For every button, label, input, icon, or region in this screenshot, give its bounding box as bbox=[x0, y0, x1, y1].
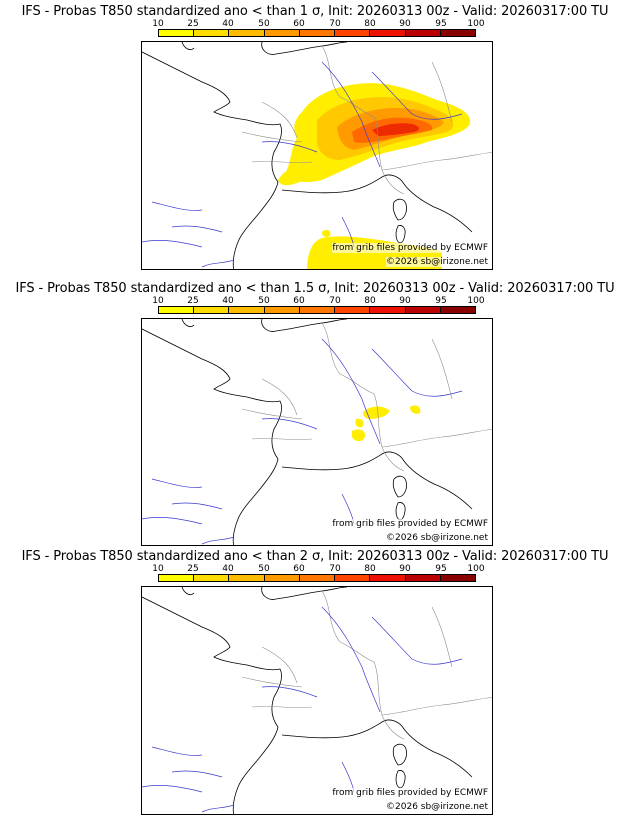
legend-tick: 50 bbox=[258, 296, 270, 306]
source-credit: from grib files provided by ECMWF bbox=[332, 788, 488, 798]
legend-swatch bbox=[405, 575, 441, 581]
legend-swatch bbox=[405, 30, 441, 36]
legend-swatch bbox=[440, 575, 475, 581]
map-graphic bbox=[142, 42, 492, 269]
legend-tick: 40 bbox=[222, 564, 234, 574]
map-panel-2: IFS - Probas T850 standardized ano < tha… bbox=[0, 281, 630, 550]
legend-tick: 80 bbox=[364, 564, 376, 574]
copyright-credit: ©2026 sb@irizone.net bbox=[386, 533, 488, 543]
legend-swatch bbox=[299, 575, 336, 581]
legend-swatch bbox=[440, 307, 475, 313]
legend-tick: 90 bbox=[399, 296, 411, 306]
panel-title: IFS - Probas T850 standardized ano < tha… bbox=[15, 281, 615, 296]
legend-colorbar bbox=[158, 29, 476, 37]
legend-tick: 90 bbox=[399, 19, 411, 29]
legend-swatch bbox=[229, 575, 265, 581]
legend-tick: 50 bbox=[258, 564, 270, 574]
legend-swatch bbox=[264, 30, 300, 36]
legend-swatch bbox=[194, 575, 230, 581]
map-france: from grib files provided by ECMWF ©2026 … bbox=[141, 41, 493, 270]
legend-labels: 10 25 40 50 60 70 80 90 95 100 bbox=[152, 19, 484, 29]
legend-tick: 95 bbox=[435, 564, 447, 574]
legend-tick: 70 bbox=[329, 19, 341, 29]
legend-tick: 40 bbox=[222, 19, 234, 29]
legend-tick: 10 bbox=[152, 296, 164, 306]
legend-swatch bbox=[335, 575, 371, 581]
coastlines bbox=[142, 319, 473, 545]
legend-swatch bbox=[370, 30, 406, 36]
legend-swatch bbox=[194, 307, 230, 313]
legend-tick: 25 bbox=[187, 564, 199, 574]
legend-labels: 10 25 40 50 60 70 80 90 95 100 bbox=[152, 296, 484, 306]
map-panel-1: IFS - Probas T850 standardized ano < tha… bbox=[0, 4, 630, 279]
legend-swatch bbox=[299, 307, 336, 313]
legend-labels: 10 25 40 50 60 70 80 90 95 100 bbox=[152, 564, 484, 574]
rivers bbox=[142, 606, 463, 813]
copyright-credit: ©2026 sb@irizone.net bbox=[386, 257, 488, 267]
legend-tick: 60 bbox=[293, 19, 305, 29]
legend-tick: 95 bbox=[435, 19, 447, 29]
legend-swatch bbox=[335, 30, 371, 36]
source-credit: from grib files provided by ECMWF bbox=[332, 519, 488, 529]
legend-tick: 95 bbox=[435, 296, 447, 306]
coastlines bbox=[142, 587, 473, 814]
legend-tick: 80 bbox=[364, 19, 376, 29]
legend-tick: 90 bbox=[399, 564, 411, 574]
legend-swatch bbox=[229, 307, 265, 313]
map-graphic bbox=[142, 319, 492, 545]
legend-tick: 25 bbox=[187, 19, 199, 29]
legend-swatch bbox=[159, 307, 195, 313]
coastlines bbox=[142, 42, 473, 269]
rivers bbox=[142, 61, 463, 268]
legend-tick: 80 bbox=[364, 296, 376, 306]
legend-swatch bbox=[405, 307, 441, 313]
legend-colorbar bbox=[158, 574, 476, 582]
legend-tick: 70 bbox=[329, 564, 341, 574]
legend-tick: 25 bbox=[187, 296, 199, 306]
legend-colorbar bbox=[158, 306, 476, 314]
legend-swatch bbox=[299, 30, 336, 36]
legend-swatch bbox=[370, 307, 406, 313]
borders bbox=[241, 322, 492, 472]
copyright-credit: ©2026 sb@irizone.net bbox=[386, 802, 488, 812]
probability-area bbox=[278, 83, 471, 269]
legend-tick: 10 bbox=[152, 19, 164, 29]
legend-swatch bbox=[440, 30, 475, 36]
legend-swatch bbox=[264, 307, 300, 313]
panel-title: IFS - Probas T850 standardized ano < tha… bbox=[21, 549, 609, 564]
source-credit: from grib files provided by ECMWF bbox=[332, 243, 488, 253]
legend-tick: 70 bbox=[329, 296, 341, 306]
legend-tick: 50 bbox=[258, 19, 270, 29]
map-graphic bbox=[142, 587, 492, 814]
map-france: from grib files provided by ECMWF ©2026 … bbox=[141, 586, 493, 815]
legend-swatch bbox=[370, 575, 406, 581]
borders bbox=[241, 590, 492, 740]
legend-swatch bbox=[229, 30, 265, 36]
legend-swatch bbox=[264, 575, 300, 581]
legend-tick: 100 bbox=[467, 564, 485, 574]
map-france: from grib files provided by ECMWF ©2026 … bbox=[141, 318, 493, 546]
legend-swatch bbox=[159, 575, 195, 581]
legend-tick: 40 bbox=[222, 296, 234, 306]
probability-area bbox=[352, 405, 421, 442]
legend-tick: 100 bbox=[467, 296, 485, 306]
legend-tick: 60 bbox=[293, 296, 305, 306]
legend-tick: 100 bbox=[467, 19, 485, 29]
panel-title: IFS - Probas T850 standardized ano < tha… bbox=[21, 4, 609, 19]
legend-swatch bbox=[194, 30, 230, 36]
rivers bbox=[142, 338, 463, 545]
legend-swatch bbox=[335, 307, 371, 313]
map-panel-3: IFS - Probas T850 standardized ano < tha… bbox=[0, 549, 630, 824]
legend-swatch bbox=[159, 30, 195, 36]
legend-tick: 10 bbox=[152, 564, 164, 574]
legend-tick: 60 bbox=[293, 564, 305, 574]
